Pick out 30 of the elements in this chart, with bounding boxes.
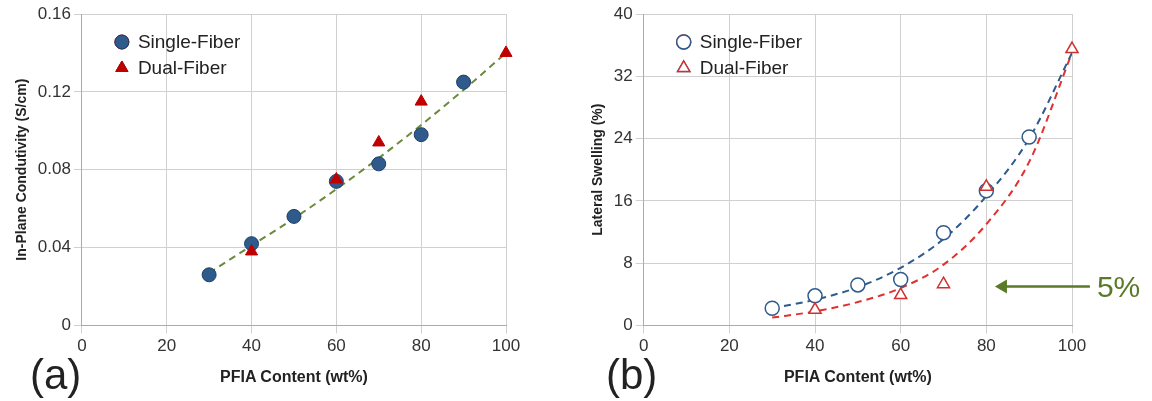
x-tick-label: 20 — [157, 336, 177, 356]
x-tick-label: 60 — [326, 336, 346, 356]
x-tick-label: 20 — [719, 336, 739, 356]
x-tick-label: 80 — [976, 336, 996, 356]
x-tick-label: 80 — [411, 336, 431, 356]
x-tick-label: 40 — [242, 336, 261, 356]
y-tick-label: 8 — [623, 252, 633, 272]
y-tick-label: 16 — [613, 190, 633, 210]
text: 5% — [1096, 269, 1141, 303]
y-tick-label: 0.08 — [37, 159, 71, 179]
y-tick-label: 0.04 — [37, 237, 71, 257]
legend-label: Single-Fiber — [137, 31, 241, 53]
y-tick-label: 32 — [613, 65, 633, 85]
legend-label: Single-Fiber — [699, 31, 803, 53]
y-tick-label: 0 — [623, 315, 633, 335]
y-tick-label: 0.16 — [37, 3, 71, 23]
x-tick-label: 100 — [1057, 336, 1087, 356]
x-axis-title: PFIA Content (wt%) — [783, 367, 932, 385]
y-axis-title: Lateral Swelling (%) — [589, 103, 606, 236]
legend-label: Dual-Fiber — [699, 57, 790, 79]
x-axis-title: PFIA Content (wt%) — [220, 367, 368, 385]
y-tick-label: 24 — [613, 128, 633, 148]
legend-label: Dual-Fiber — [137, 57, 228, 79]
x-tick-label: 100 — [491, 336, 521, 356]
x-tick-label: 60 — [891, 336, 911, 356]
y-tick-label: 40 — [613, 3, 633, 23]
y-tick-label: 0.12 — [37, 81, 71, 101]
y-axis-title: In-Plane Condutivity (S/cm) — [13, 78, 30, 261]
y-tick-label: 0 — [61, 315, 71, 335]
x-tick-label: 40 — [805, 336, 825, 356]
